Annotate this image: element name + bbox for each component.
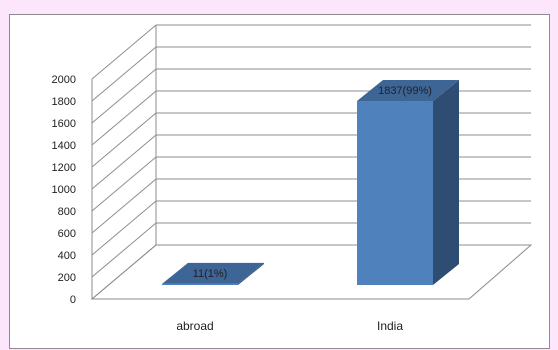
y-tick-label: 1600 (52, 118, 76, 130)
y-tick-label: 1800 (52, 96, 76, 108)
side-gridline (91, 112, 157, 168)
bar-chart: 0 200 400 600 800 1000 1200 1400 1600 1800 2000 ab… (52, 24, 533, 333)
side-gridline (91, 68, 157, 124)
x-tick-label: India (377, 319, 403, 333)
chart-frame: 0 200 400 600 800 1000 1200 1400 1600 1800 2000 ab… (9, 14, 550, 349)
x-tick-label: abroad (176, 319, 213, 333)
y-tick-label: 0 (70, 294, 76, 306)
bar-front (357, 101, 433, 285)
y-tick-label: 1200 (52, 162, 76, 174)
side-gridline (91, 156, 157, 212)
bar-front (162, 283, 238, 285)
y-tick-label: 1400 (52, 140, 76, 152)
bar-top (357, 80, 459, 101)
y-tick-label: 2000 (52, 74, 76, 86)
bar-abroad (162, 262, 264, 285)
gridlines (90, 24, 533, 300)
bar-top (162, 262, 264, 284)
side-gridline (91, 178, 157, 234)
data-labels: 11(1%) 1837(99%) (193, 85, 432, 280)
floor (90, 244, 533, 300)
data-label: 11(1%) (193, 268, 228, 280)
bar-side (238, 262, 264, 285)
y-tick-label: 800 (58, 206, 76, 218)
y-tick-label: 200 (58, 272, 76, 284)
bars (162, 80, 459, 285)
x-axis: abroad India (176, 319, 403, 333)
bar-side (433, 80, 459, 285)
y-tick-label: 600 (58, 228, 76, 240)
side-gridline (91, 134, 157, 190)
side-gridline (91, 222, 157, 278)
y-tick-label: 400 (58, 250, 76, 262)
y-tick-label: 1000 (52, 184, 76, 196)
side-gridline (91, 24, 157, 80)
side-gridline (91, 200, 157, 256)
data-label: 1837(99%) (378, 85, 432, 97)
side-gridline (91, 90, 157, 146)
side-gridline (91, 46, 157, 102)
y-axis: 0 200 400 600 800 1000 1200 1400 1600 1800 2000 (52, 74, 76, 306)
bar-India (357, 80, 459, 285)
